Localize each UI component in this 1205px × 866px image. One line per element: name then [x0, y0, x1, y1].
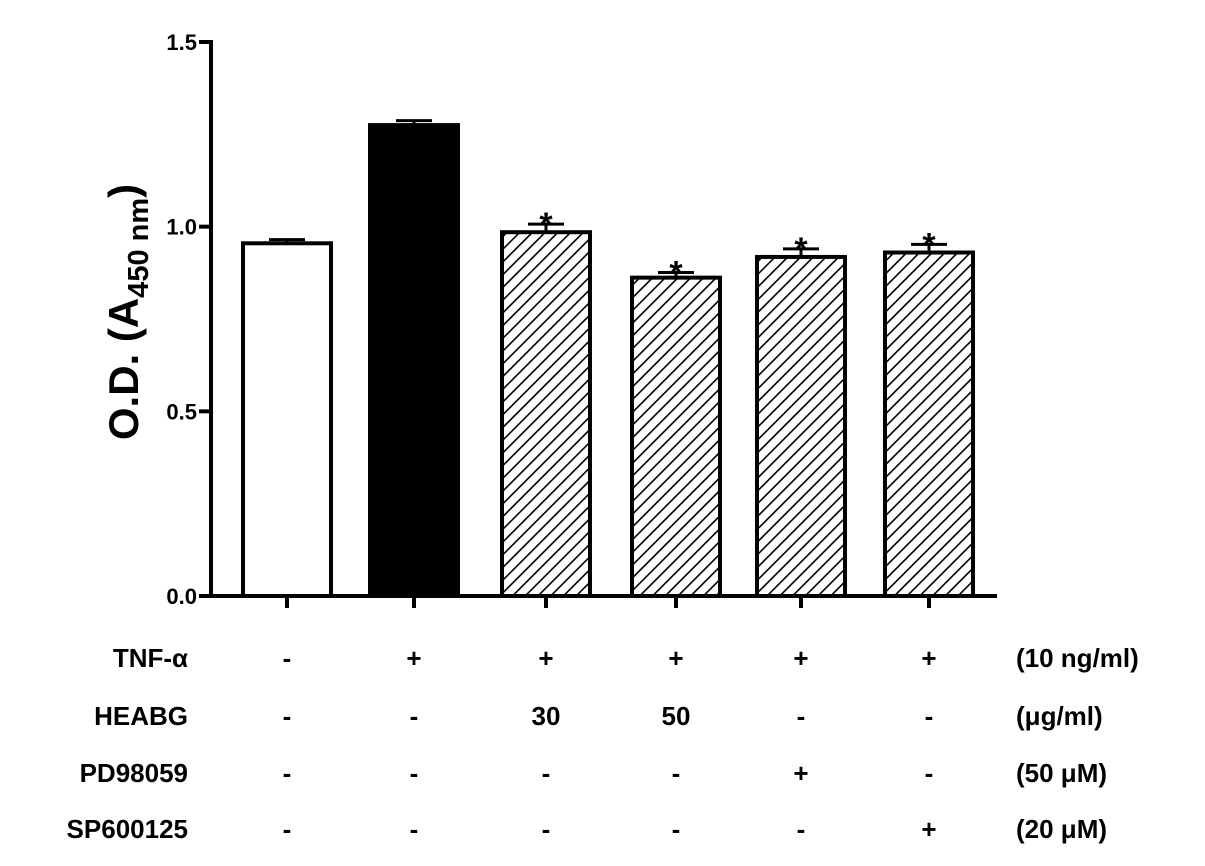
y-tick-label: 0.0 [166, 584, 197, 609]
y-axis-label-subscript: 450 nm [123, 198, 155, 298]
treatment-label: TNF-α [113, 643, 188, 673]
treatment-cell: + [668, 643, 683, 673]
treatment-cell: - [797, 814, 806, 844]
bar [241, 241, 333, 599]
treatment-cell: - [672, 758, 681, 788]
treatment-cell: - [410, 758, 419, 788]
bar [500, 230, 592, 598]
treatment-cell: - [542, 814, 551, 844]
treatment-unit: (μg/ml) [1016, 701, 1103, 731]
bar [883, 250, 975, 599]
treatment-cell: + [921, 814, 936, 844]
significance-star: * [669, 254, 683, 292]
treatment-label: HEABG [94, 701, 188, 731]
treatment-cell: - [672, 814, 681, 844]
significance-star: * [794, 231, 808, 269]
bar [368, 123, 460, 598]
treatment-cell: - [283, 758, 292, 788]
bar [755, 254, 847, 598]
treatment-label: SP600125 [67, 814, 188, 844]
y-axis-label-close: ) [100, 184, 147, 198]
treatment-unit: (50 μM) [1016, 758, 1107, 788]
significance-star: * [922, 226, 936, 264]
y-tick-label: 1.5 [166, 30, 197, 55]
y-axis-label-main: O.D. (A [100, 298, 147, 440]
treatment-cell: - [410, 814, 419, 844]
treatment-cell: + [793, 758, 808, 788]
bar [630, 275, 722, 598]
treatment-cell: 50 [662, 701, 691, 731]
treatment-cell: + [793, 643, 808, 673]
treatment-cell: - [283, 814, 292, 844]
treatment-unit: (20 μM) [1016, 814, 1107, 844]
treatment-label: PD98059 [80, 758, 188, 788]
treatment-cell: + [406, 643, 421, 673]
y-tick-label: 1.0 [166, 215, 197, 240]
y-axis-label: O.D. (A450 nm) [100, 184, 155, 440]
treatment-cell: - [925, 701, 934, 731]
treatment-cell: - [410, 701, 419, 731]
significance-star: * [539, 206, 553, 244]
treatment-cell: + [921, 643, 936, 673]
treatment-cell: - [283, 643, 292, 673]
svg-text:O.D. (A450 nm): O.D. (A450 nm) [100, 184, 155, 440]
treatment-cell: - [542, 758, 551, 788]
treatment-unit: (10 ng/ml) [1016, 643, 1139, 673]
treatment-cell: + [538, 643, 553, 673]
y-tick-label: 0.5 [166, 399, 197, 424]
treatment-cell: - [797, 701, 806, 731]
treatment-cell: - [283, 701, 292, 731]
treatment-cell: 30 [532, 701, 561, 731]
treatment-cell: - [925, 758, 934, 788]
